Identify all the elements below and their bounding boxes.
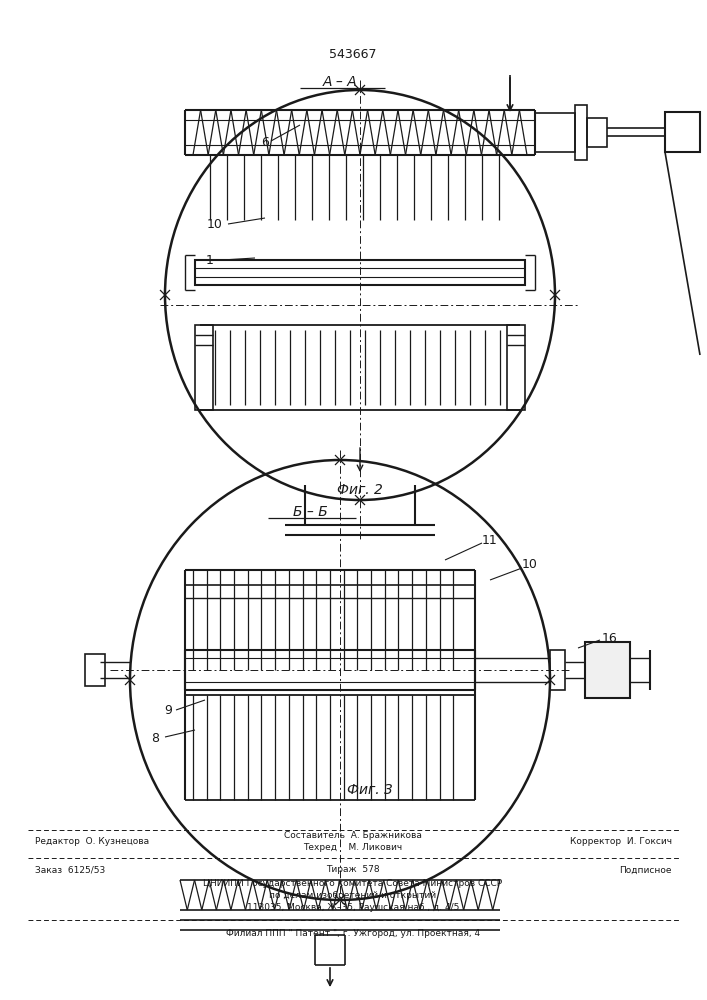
Text: Тираж  578: Тираж 578	[326, 865, 380, 874]
Bar	[195, 260, 525, 285]
Text: 9: 9	[164, 704, 172, 716]
Text: А – А: А – А	[322, 75, 357, 89]
Text: 6: 6	[261, 136, 269, 149]
Text: 1: 1	[206, 253, 214, 266]
Text: Подписное: Подписное	[619, 865, 672, 874]
Text: Филиал ППП " Патент ", г. Ужгород, ул. Проектная, 4: Филиал ППП " Патент ", г. Ужгород, ул. П…	[226, 928, 480, 938]
Text: 8: 8	[151, 732, 159, 744]
Bar	[665, 112, 700, 152]
Text: Корректор  И. Гоксич: Корректор И. Гоксич	[570, 838, 672, 846]
Text: по делам изобретений и открытий: по делам изобретений и открытий	[269, 890, 436, 900]
Text: Составитель  А. Бражникова: Составитель А. Бражникова	[284, 830, 422, 840]
Bar	[535, 113, 575, 152]
Text: Фиг. 2: Фиг. 2	[337, 483, 383, 497]
Text: 11: 11	[482, 534, 498, 546]
Bar	[585, 642, 630, 698]
Text: 113035, Москва, Ж–35, Раушская наб., д. 4/5: 113035, Москва, Ж–35, Раушская наб., д. …	[247, 902, 459, 912]
Text: 16: 16	[602, 632, 618, 645]
Bar	[575, 105, 587, 160]
Text: Редактор  О. Кузнецова: Редактор О. Кузнецова	[35, 838, 149, 846]
Bar	[507, 325, 525, 410]
Bar	[550, 650, 565, 690]
Bar	[195, 325, 213, 410]
Text: Заказ  6125/53: Заказ 6125/53	[35, 865, 105, 874]
Text: Фиг. 3: Фиг. 3	[347, 783, 393, 797]
Bar	[587, 118, 607, 147]
Bar	[85, 654, 105, 686]
Text: ЦНИИПИ Государственного комитета Совета Министров СССР: ЦНИИПИ Государственного комитета Совета …	[204, 879, 503, 888]
Text: Техред    М. Ликович: Техред М. Ликович	[303, 842, 402, 852]
Text: Б – Б: Б – Б	[293, 505, 327, 519]
Text: 543667: 543667	[329, 48, 377, 62]
Text: 10: 10	[207, 219, 223, 232]
Text: 10: 10	[522, 558, 538, 572]
